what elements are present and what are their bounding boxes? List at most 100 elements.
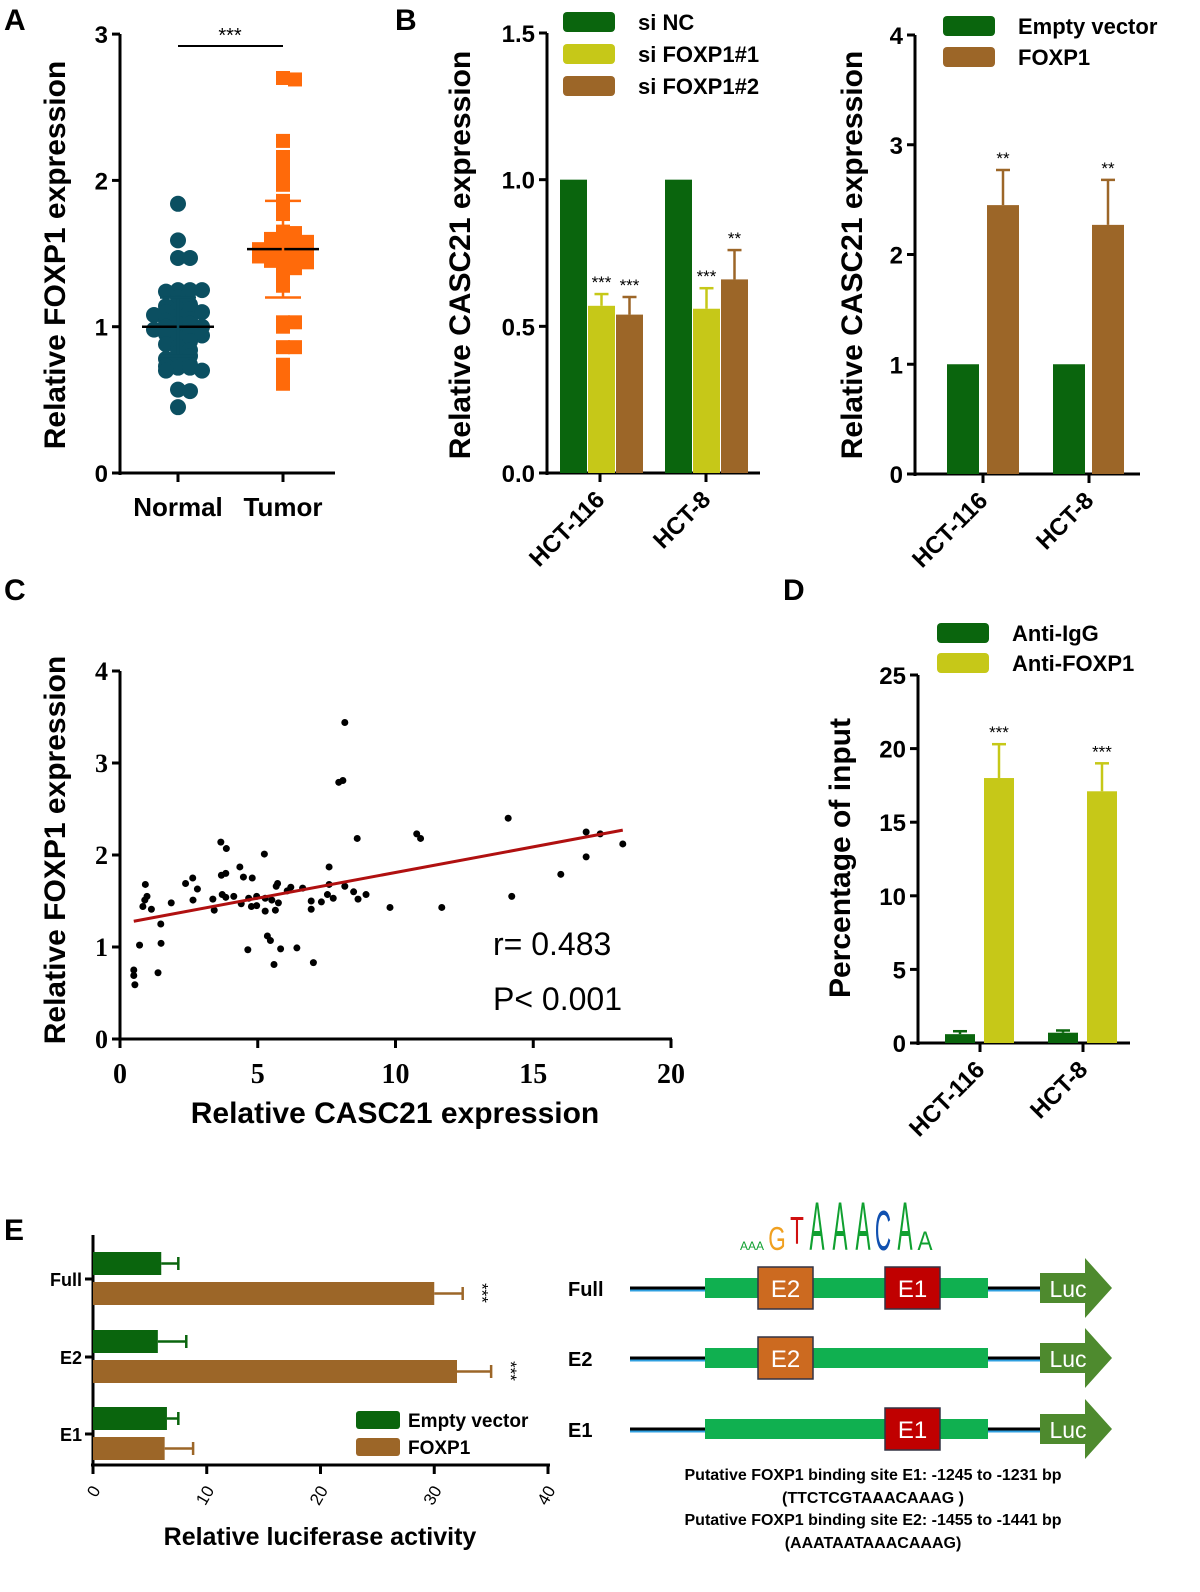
panel-b-right-legend-label: FOXP1	[1018, 45, 1090, 70]
panel-c-data-point	[136, 941, 144, 949]
panel-d-significance-label: ***	[989, 723, 1009, 742]
panel-b-right-y-tick-label: 2	[890, 243, 903, 270]
panel-c-data-point	[130, 966, 138, 974]
panel-c-data-point	[317, 898, 325, 906]
panel-e-x-tick-label: 10	[192, 1483, 218, 1509]
tumor-data-point	[264, 253, 278, 268]
construct-label: E1	[568, 1420, 592, 1442]
panel-b-right-bar-hct-116-0	[947, 364, 979, 474]
panel-e-y-tick-label: E1	[60, 1425, 82, 1445]
panel-c-data-point	[167, 899, 175, 907]
panel-c-data-point	[222, 845, 230, 853]
panel-d-bar-hct-116-1	[984, 778, 1014, 1043]
panel-e-x-tick-label: 20	[306, 1483, 332, 1509]
panel-d-y-tick-label: 15	[879, 810, 906, 837]
normal-data-point	[170, 232, 186, 249]
panel-c-y-tick-label: 4	[95, 657, 108, 686]
normal-data-point	[158, 362, 174, 379]
panel-b-left-legend-label: si NC	[638, 10, 694, 35]
panel-b-right-x-tick-label: HCT-116	[907, 487, 993, 573]
panel-letter-e: E	[4, 1214, 24, 1247]
promoter-region	[705, 1278, 988, 1298]
panel-e-bar-e2-0	[93, 1330, 158, 1353]
binding-site-label: E1	[898, 1417, 927, 1444]
binding-site-note: Putative FOXP1 binding site E2: -1455 to…	[685, 1512, 1062, 1529]
motif-letter: A	[897, 1188, 912, 1265]
panel-b-right-y-tick-label: 4	[890, 23, 904, 50]
panel-b-right-significance-label: **	[1101, 159, 1115, 178]
panel-a-x-tick-label: Tumor	[244, 492, 323, 522]
panel-a-significance-label: ***	[218, 25, 242, 47]
panel-c-data-point	[157, 920, 165, 928]
panel-e-legend-label: FOXP1	[408, 1438, 471, 1459]
panel-c-data-point	[266, 937, 274, 945]
panel-c-data-point	[341, 719, 349, 727]
panel-c-data-point	[130, 972, 138, 980]
panel-b-left-legend-swatch	[563, 12, 615, 32]
normal-data-point	[194, 282, 210, 299]
panel-c-data-point	[582, 853, 590, 861]
luciferase-arrow	[1040, 1399, 1112, 1459]
panel-c-p-value: P< 0.001	[493, 981, 622, 1017]
panel-a-y-tick-label: 1	[95, 315, 108, 342]
panel-e-x-axis-label: Relative luciferase activity	[164, 1523, 477, 1551]
tumor-data-point	[276, 376, 290, 391]
panel-c-data-point	[261, 907, 269, 915]
panel-c-data-point	[248, 874, 256, 882]
panel-b-left-bar-hct-8-0	[665, 179, 692, 473]
panel-c-regression-line	[133, 828, 624, 923]
panel-c-x-tick-label: 10	[382, 1059, 410, 1090]
panel-c-data-point	[222, 893, 230, 901]
panel-c-data-point	[354, 895, 362, 903]
panel-e-x-tick-label: 40	[534, 1483, 560, 1509]
panel-c-x-tick-label: 5	[251, 1059, 265, 1090]
tumor-data-point	[276, 70, 290, 85]
panel-c-data-point	[293, 944, 301, 952]
motif-letter: G	[768, 1220, 786, 1257]
panel-b-right-bar-hct-8-0	[1053, 364, 1085, 474]
panel-d-significance-label: ***	[1092, 742, 1112, 761]
binding-site-label: E2	[771, 1276, 800, 1303]
panel-c-r-value: r= 0.483	[493, 926, 611, 962]
panel-c-data-point	[353, 834, 361, 842]
panel-c-data-point	[193, 885, 201, 893]
panel-e-y-tick-label: Full	[50, 1270, 82, 1290]
panel-c-data-point	[438, 903, 446, 911]
luciferase-arrow	[1040, 1258, 1112, 1318]
motif-letter: A	[832, 1188, 847, 1265]
panel-c-y-tick-label: 2	[95, 841, 108, 870]
panel-d-y-tick-label: 20	[879, 737, 906, 764]
panel-c-x-tick-label: 0	[113, 1059, 127, 1090]
panel-b-left-bar-hct-116-0	[560, 179, 587, 473]
normal-data-point	[170, 195, 186, 212]
panel-c-data-point	[417, 834, 425, 842]
panel-c-data-point	[143, 892, 151, 900]
panel-c-data-point	[189, 896, 197, 904]
panel-a-y-tick-label: 3	[95, 22, 108, 49]
normal-data-point	[182, 249, 198, 266]
panel-b-left-significance-label: ***	[697, 267, 717, 286]
tumor-data-point	[252, 249, 266, 264]
panel-c-data-point	[131, 981, 139, 989]
panel-e-significance-label: ***	[501, 1361, 520, 1381]
normal-data-point	[194, 304, 210, 321]
panel-d-bar-hct-116-0	[945, 1034, 975, 1043]
panel-b-left-y-tick-label: 1.0	[502, 168, 535, 195]
panel-letter-b: B	[395, 4, 417, 37]
panel-c-data-point	[325, 863, 333, 871]
construct-label: Full	[568, 1279, 604, 1301]
normal-data-point	[158, 336, 174, 353]
panel-d-y-tick-label: 5	[893, 957, 906, 984]
panel-c-data-point	[260, 850, 268, 858]
normal-data-point	[146, 306, 162, 323]
panel-e-legend-label: Empty vector	[408, 1411, 529, 1432]
panel-b-left-x-tick-label: HCT-116	[524, 486, 610, 572]
panel-e-bar-e1-1	[93, 1437, 165, 1460]
panel-c-data-point	[287, 883, 295, 891]
panel-c-data-point	[268, 896, 276, 904]
panel-b-left-significance-label: ***	[620, 276, 640, 295]
panel-a-y-tick-label: 0	[95, 461, 108, 488]
panel-c-data-point	[157, 939, 165, 947]
tumor-data-point	[288, 72, 302, 87]
panel-c-data-point	[277, 945, 285, 953]
